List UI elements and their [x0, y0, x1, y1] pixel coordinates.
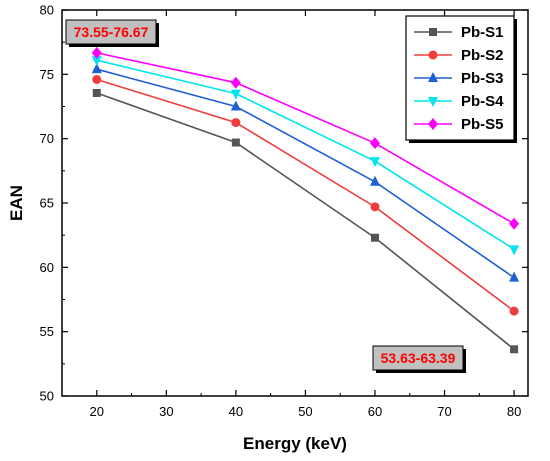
y-tick-label: 55: [40, 324, 54, 339]
triangle-up-marker: [428, 72, 438, 82]
circle-marker: [428, 50, 438, 60]
square-marker: [231, 138, 240, 147]
x-tick-label: 50: [298, 404, 312, 419]
series-line: [96, 59, 515, 250]
square-marker: [429, 28, 437, 36]
annotation-text: 53.63-63.39: [381, 350, 456, 366]
circle-marker: [509, 306, 519, 316]
legend-label: Pb-S3: [461, 70, 504, 87]
triangle-down-marker: [428, 97, 438, 107]
series-pb-s2: [92, 74, 519, 316]
y-tick-label: 60: [40, 260, 54, 275]
series-line: [96, 92, 515, 350]
square-marker: [92, 88, 101, 97]
y-tick-label: 75: [40, 67, 54, 82]
square-marker: [510, 345, 519, 354]
diamond-marker: [369, 137, 380, 150]
square-marker: [370, 233, 379, 242]
circle-marker: [231, 118, 241, 128]
legend-label: Pb-S1: [461, 24, 504, 41]
y-tick-label: 70: [40, 131, 54, 146]
x-tick-label: 30: [159, 404, 173, 419]
triangle-down-marker: [91, 56, 102, 67]
range-annotation: 73.55-76.67: [65, 19, 159, 47]
x-tick-label: 70: [437, 404, 451, 419]
series-pb-s4: [91, 56, 520, 256]
triangle-down-marker: [509, 245, 520, 256]
legend-label: Pb-S4: [461, 93, 504, 110]
legend-label: Pb-S2: [461, 47, 504, 64]
y-tick-label: 80: [40, 3, 54, 18]
diamond-marker: [91, 46, 102, 59]
legend-label: Pb-S5: [461, 116, 504, 133]
triangle-up-marker: [509, 271, 520, 282]
diamond-marker: [230, 76, 241, 89]
annotation-text: 73.55-76.67: [74, 24, 149, 40]
triangle-up-marker: [369, 175, 380, 186]
x-tick-label: 20: [90, 404, 104, 419]
series-group: [91, 46, 520, 354]
series-line: [96, 52, 515, 225]
circle-marker: [92, 74, 102, 84]
annotation-box: [372, 345, 464, 371]
axis-ticks: 20 30 40 50 60 70 80 50 55 60 65 70 75 80: [40, 3, 528, 419]
x-tick-label: 40: [229, 404, 243, 419]
x-tick-label: 60: [368, 404, 382, 419]
circle-marker: [370, 202, 380, 212]
y-axis-title: EAN: [7, 185, 26, 221]
annotation-box: [65, 19, 157, 45]
triangle-down-marker: [369, 157, 380, 168]
diamond-marker: [428, 118, 438, 130]
y-tick-label: 65: [40, 196, 54, 211]
legend-item: Pb-S4: [414, 93, 504, 110]
legend-item: Pb-S1: [414, 24, 504, 41]
series-line: [96, 78, 515, 312]
legend: Pb-S1 Pb-S2 Pb-S3 Pb-S4 Pb-S5: [405, 15, 517, 143]
x-tick-label: 80: [507, 404, 521, 419]
legend-item: Pb-S5: [414, 116, 504, 133]
range-annotation: 53.63-63.39: [372, 345, 466, 373]
series-line: [96, 68, 515, 279]
x-axis-title: Energy (keV): [243, 434, 347, 453]
legend-item: Pb-S2: [414, 47, 504, 64]
legend-item: Pb-S3: [414, 70, 504, 87]
triangle-up-marker: [91, 63, 102, 74]
triangle-up-marker: [230, 100, 241, 111]
series-pb-s3: [91, 63, 520, 282]
diamond-marker: [509, 217, 520, 230]
y-tick-label: 50: [40, 389, 54, 404]
triangle-down-marker: [230, 89, 241, 100]
range-annotations: 73.55-76.67 53.63-63.39: [65, 19, 466, 373]
series-pb-s1: [92, 88, 519, 354]
series-pb-s5: [91, 46, 520, 230]
